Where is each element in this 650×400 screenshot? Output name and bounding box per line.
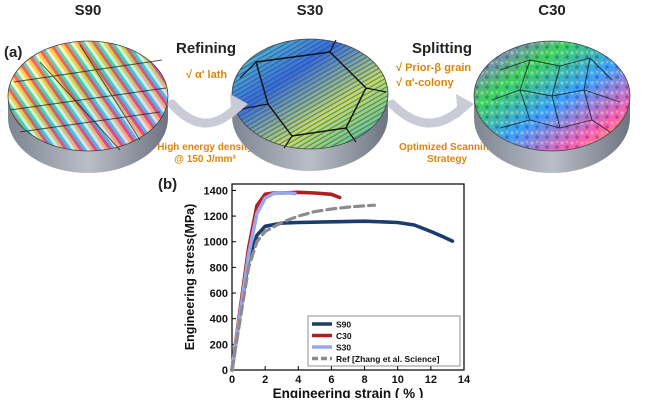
disk-c30 [473,40,631,173]
step-title-refining: Refining [176,40,236,57]
legend-label-1: C30 [336,331,352,341]
y-tick-label: 600 [210,288,228,300]
step-item-alpha-lath: √ α' lath [186,69,228,81]
note-scanning-strategy-line1: Optimized Scanning [398,142,496,153]
y-axis: 0 200 400 600 800 1000 1200 1400 [204,185,236,377]
x-tick-label: 12 [425,374,437,386]
step-item-prior-beta: √ Prior-β grain [396,62,472,74]
legend-box [307,315,461,367]
note-energy-density-line1: High energy density [157,142,253,153]
x-tick-label: 8 [362,374,368,386]
y-axis-label: Engineering stress(MPa) [183,204,197,351]
panel-a-label: (a) [4,44,23,61]
arrow-splitting [387,94,474,128]
legend-label-2: S30 [336,343,351,353]
y-tick-label: 0 [222,365,228,377]
x-tick-label: 0 [229,374,235,386]
legend-label-0: S90 [336,320,351,330]
y-tick-label: 200 [210,339,228,351]
disk-title-s90: S90 [74,2,102,19]
x-tick-label: 2 [262,374,268,386]
note-energy-density: High energy density @ 150 J/mm³ [150,142,260,166]
step-title-splitting: Splitting [412,40,472,57]
disk-title-s30: S30 [296,2,324,19]
disk-s30 [231,38,389,171]
step-item-alpha-colony: √ α'-colony [396,77,454,89]
x-tick-label: 14 [458,374,471,386]
y-tick-label: 800 [210,262,228,274]
disk-s90 [7,40,169,173]
stress-strain-chart: 0 200 400 600 800 1000 1200 1400 0 2 4 6 8 10 12 14 En… [183,183,471,398]
note-scanning-strategy: Optimized Scanning Strategy [392,142,502,166]
panel-b-label: (b) [158,176,178,193]
legend-label-3: Ref [Zhang et al. Science] [336,354,440,364]
x-axis-label: Engineering strain ( % ) [273,386,424,398]
x-tick-label: 10 [392,374,404,386]
y-tick-label: 1000 [204,237,228,249]
y-tick-label: 1200 [204,211,228,223]
y-tick-label: 1400 [204,185,228,197]
disk-title-c30: C30 [538,2,566,19]
x-axis: 0 2 4 6 8 10 12 14 [229,366,471,386]
note-scanning-strategy-line2: Strategy [426,154,467,165]
panel-a-graphics [7,38,631,173]
series-lines [230,190,455,372]
y-tick-label: 400 [210,314,228,326]
note-energy-density-line2: @ 150 J/mm³ [174,154,236,165]
plot-frame [231,183,465,371]
x-tick-label: 6 [328,374,334,386]
arrow-refining [167,94,248,128]
x-tick-label: 4 [295,374,302,386]
series-line-3 [230,203,377,372]
